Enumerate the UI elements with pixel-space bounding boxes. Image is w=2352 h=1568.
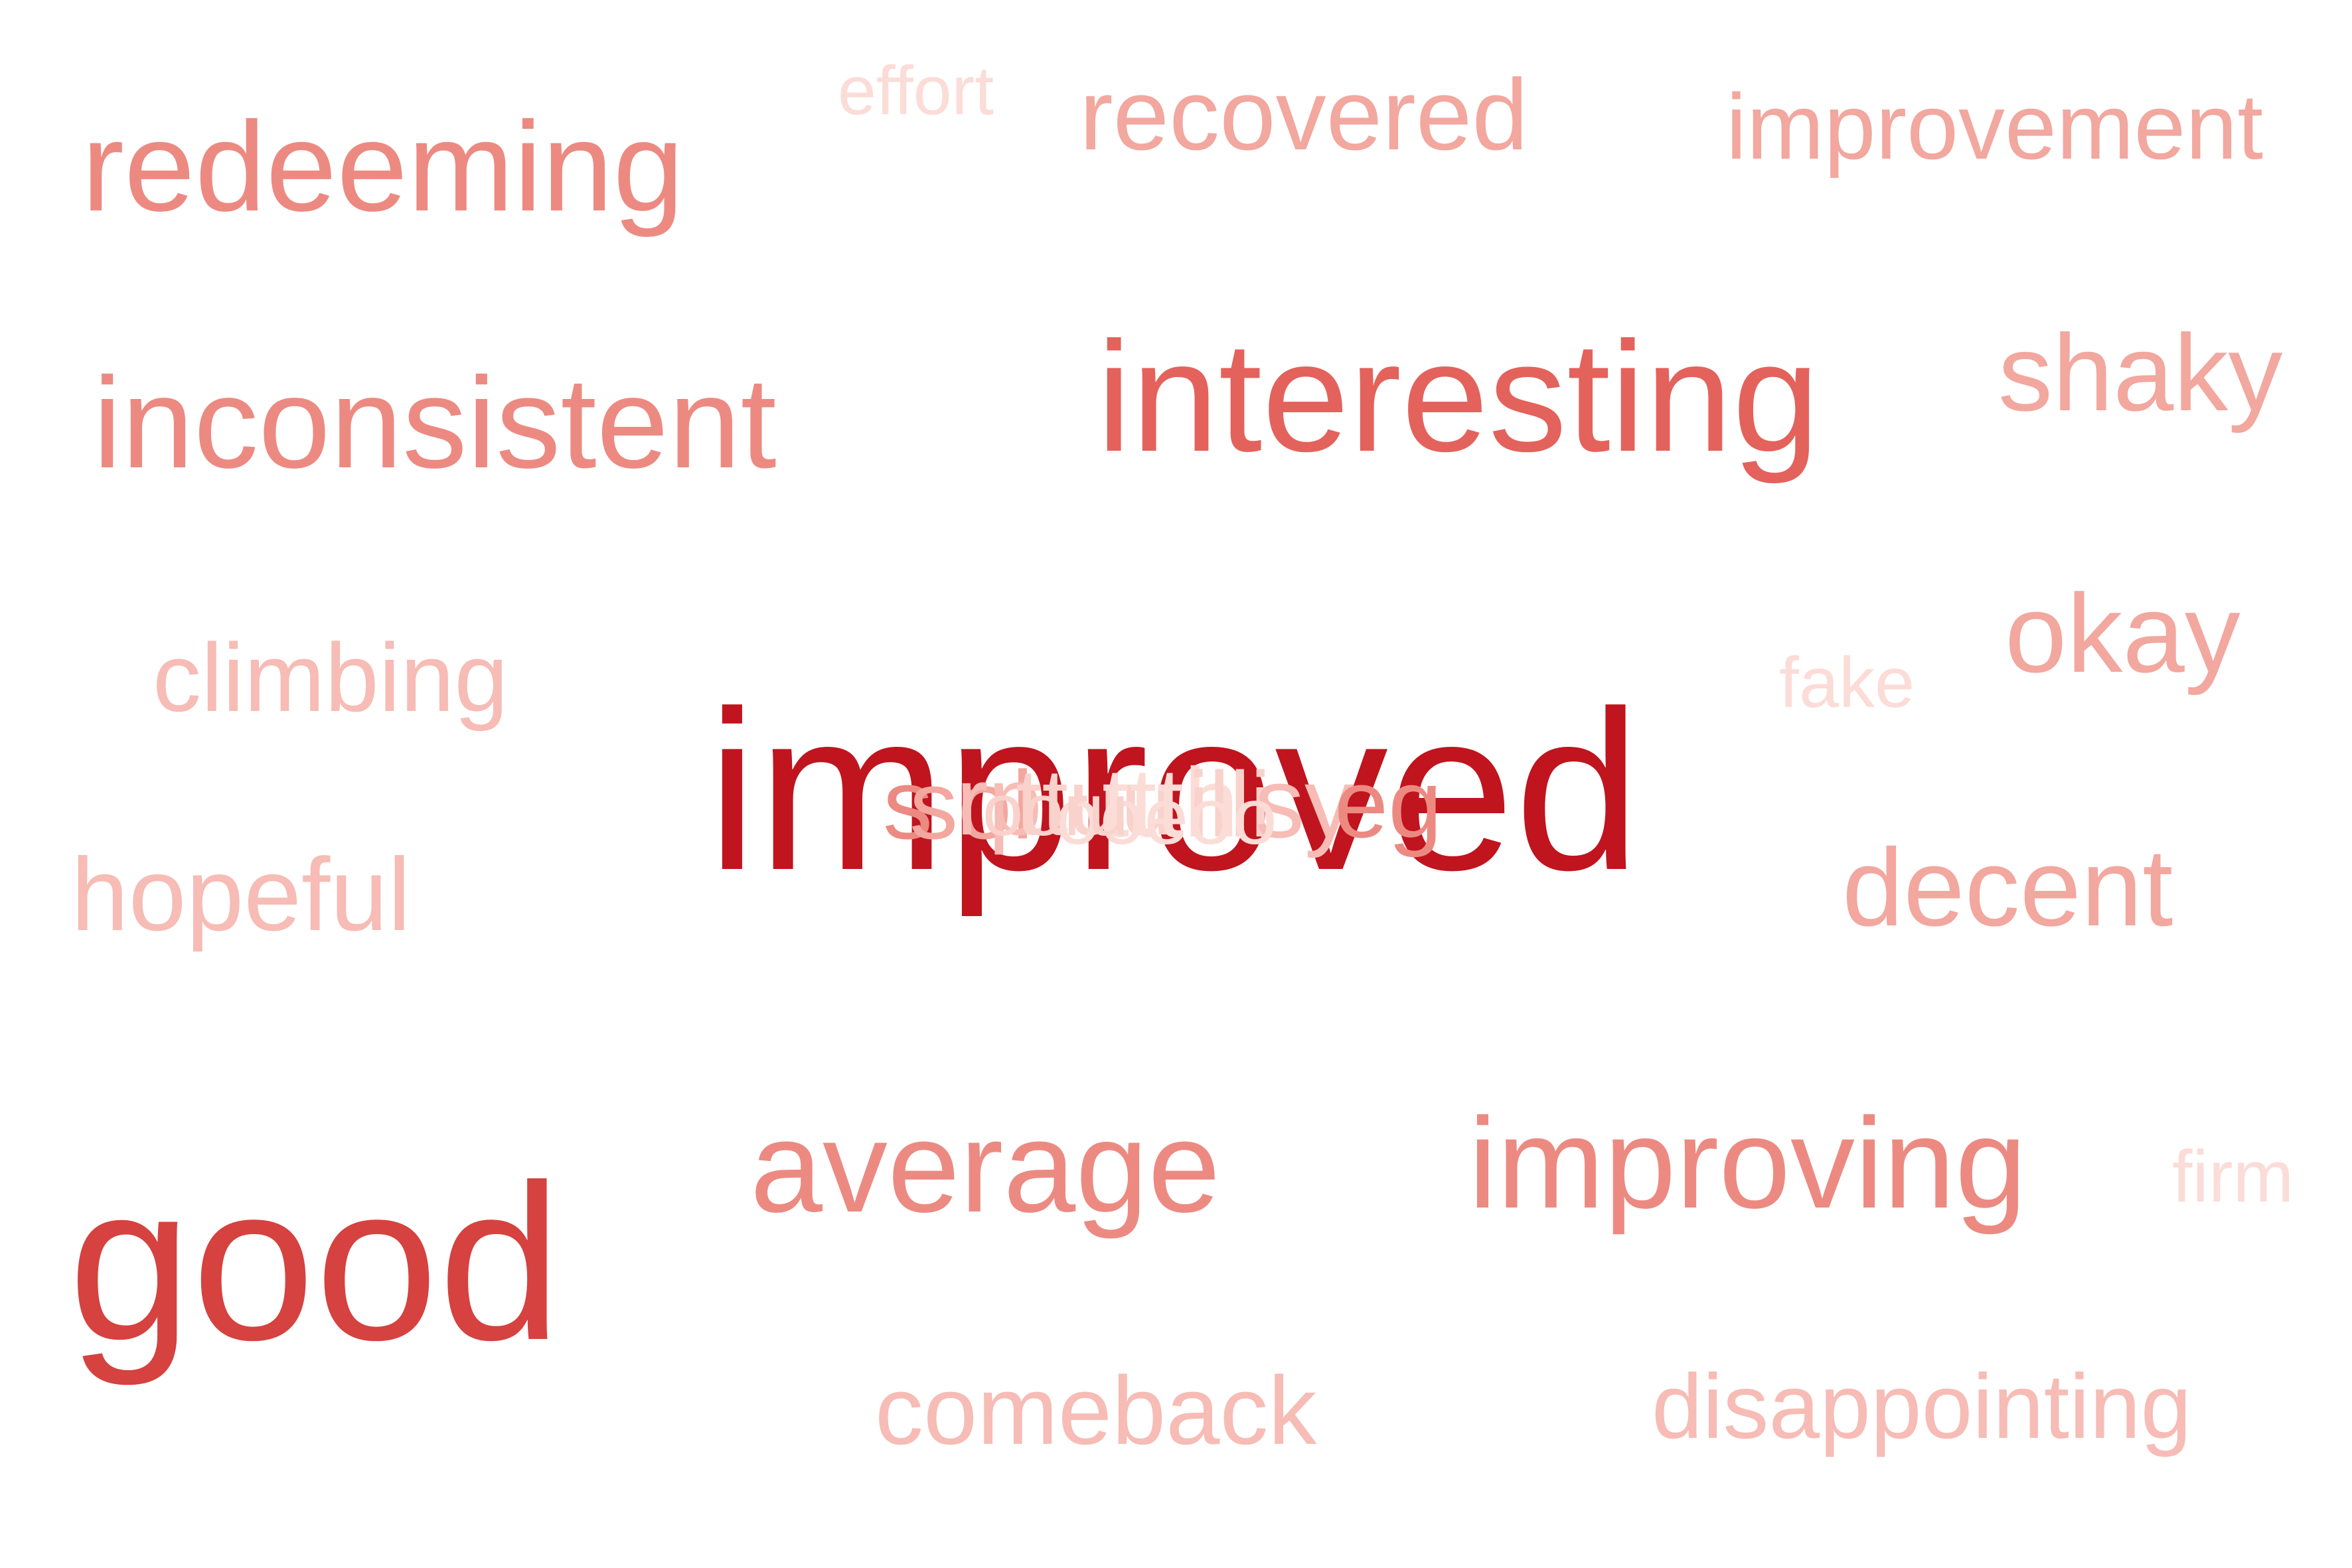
word-comeback: comeback <box>875 1356 1317 1464</box>
word-effort: effort <box>838 52 994 129</box>
word-firm: firm <box>2172 1136 2294 1217</box>
cluster-word: eg <box>1334 749 1443 858</box>
cluster-word: ooeoo <box>1056 772 1277 861</box>
word-hopeful: hopeful <box>71 837 411 953</box>
word-climbing: climbing <box>153 623 509 732</box>
word-recovered: recovered <box>1079 58 1528 171</box>
cluster-word: illi <box>1188 752 1271 856</box>
word-improvement: improvement <box>1726 74 2264 179</box>
overlap-cluster: s sol rp ttuu ttth illi sy eg ooeoo ooru <box>883 747 1480 861</box>
word-redeeming: redeeming <box>82 95 684 238</box>
word-improving: improving <box>1468 1091 2027 1235</box>
word-fake: fake <box>1779 642 1915 722</box>
word-average: average <box>750 1094 1221 1239</box>
cluster-word: sol <box>909 751 1034 859</box>
cluster-word: rp <box>956 747 1042 855</box>
word-improved: improved <box>707 664 1641 917</box>
word-disappointing: disappointing <box>1652 1356 2192 1458</box>
word-shaky: shaky <box>1998 312 2283 433</box>
cluster-word: ttuu <box>1016 749 1173 855</box>
word-okay: okay <box>2005 571 2240 696</box>
word-interesting: interesting <box>1097 309 1820 485</box>
word-inconsistent: inconsistent <box>93 351 777 495</box>
word-decent: decent <box>1842 826 2173 949</box>
cluster-word: ooru <box>982 769 1129 851</box>
cluster-word: ttth <box>1102 748 1239 858</box>
cluster-word: s <box>883 748 933 860</box>
cluster-word: sy <box>1255 747 1354 858</box>
word-good: good <box>68 1138 562 1386</box>
